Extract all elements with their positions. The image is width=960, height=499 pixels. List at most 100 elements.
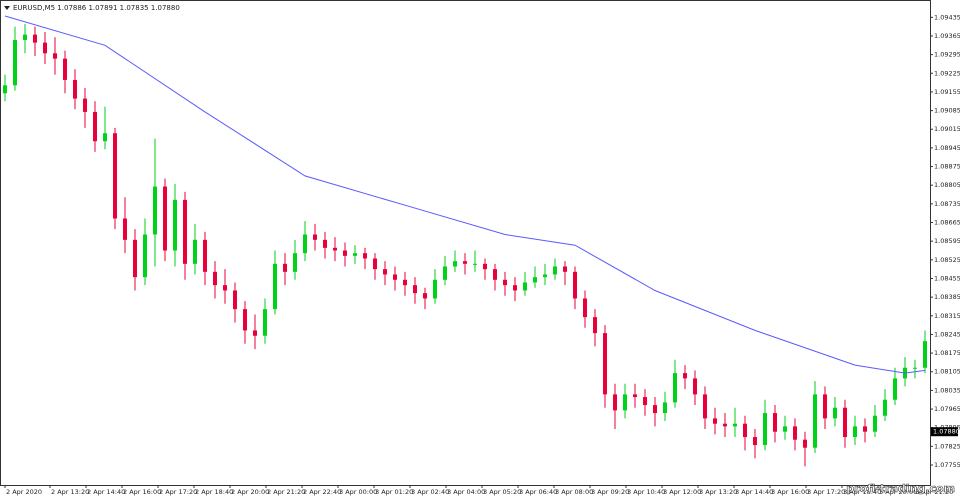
candle-body	[713, 418, 717, 424]
x-tick-label: 3 Apr 06:40	[519, 488, 557, 496]
x-tick-label: 3 Apr 13:20	[699, 488, 737, 496]
candle-body	[383, 269, 387, 275]
y-tick-label: 1.08875	[934, 163, 960, 171]
watermark: profi-trading.com	[846, 482, 955, 495]
candle-body	[483, 263, 487, 270]
candle-body	[173, 199, 177, 251]
candle-body	[63, 58, 67, 80]
x-tick-label: 2 Apr 18:40	[195, 488, 233, 496]
y-tick-label: 1.08595	[934, 237, 960, 245]
candle-body	[303, 234, 307, 254]
candle-body	[123, 218, 127, 240]
candle-body	[803, 439, 807, 448]
candle-body	[73, 79, 77, 99]
candle-body	[503, 279, 507, 286]
y-tick-label: 1.08945	[934, 144, 960, 152]
candle-body	[43, 42, 47, 54]
candle-body	[313, 234, 317, 240]
x-tick-label: 3 Apr 20:00	[879, 488, 917, 496]
candle-body	[403, 279, 407, 286]
candle-body	[853, 426, 857, 438]
candle-body	[603, 333, 607, 395]
y-tick-label: 1.08525	[934, 256, 960, 264]
x-tick-label: 3 Apr 18:40	[843, 488, 881, 496]
candle-body	[493, 269, 497, 280]
x-tick-label: 3 Apr 12:00	[663, 488, 701, 496]
candle-body	[473, 263, 477, 265]
candle-body	[763, 413, 767, 446]
candle-body	[273, 263, 277, 310]
x-tick-label: 3 Apr 14:40	[735, 488, 773, 496]
candle-body	[333, 247, 337, 251]
x-tick-label: 3 Apr 16:00	[771, 488, 809, 496]
y-tick-label: 1.09365	[934, 32, 960, 40]
candle-body	[893, 378, 897, 400]
y-tick-label: 1.08105	[934, 368, 960, 376]
y-tick-label: 1.08385	[934, 293, 960, 301]
y-tick-label: 1.07825	[934, 442, 960, 450]
y-tick-label: 1.09435	[934, 13, 960, 21]
y-tick-label: 1.08735	[934, 200, 960, 208]
candle-body	[723, 423, 727, 427]
candle-body	[833, 407, 837, 419]
candle-body	[923, 341, 927, 368]
candle-body	[753, 437, 757, 446]
candle-body	[913, 367, 917, 369]
x-tick-label: 3 Apr 17:20	[807, 488, 845, 496]
candle-body	[593, 317, 597, 334]
x-tick-label: 3 Apr 10:40	[627, 488, 665, 496]
candle-body	[673, 373, 677, 403]
candle-body	[633, 394, 637, 398]
candle-body	[733, 423, 737, 427]
candle-body	[233, 290, 237, 310]
candle-body	[253, 330, 257, 336]
candle-body	[883, 399, 887, 416]
x-tick-label: 3 Apr 08:00	[555, 488, 593, 496]
x-tick-label: 2 Apr 14:40	[87, 488, 125, 496]
candle-body	[193, 239, 197, 264]
candle-body	[533, 277, 537, 283]
candle-body	[323, 239, 327, 248]
candle-body	[143, 234, 147, 278]
dropdown-icon	[4, 6, 10, 10]
y-tick-label: 1.08455	[934, 274, 960, 282]
y-tick-label: 1.08175	[934, 349, 960, 357]
candle-body	[783, 426, 787, 432]
candle-body	[263, 309, 267, 336]
candle-body	[843, 407, 847, 438]
candle-body	[353, 253, 357, 256]
candle-body	[653, 405, 657, 414]
candle-body	[133, 239, 137, 278]
candle-body	[3, 85, 7, 94]
candle-body	[573, 271, 577, 299]
chart-title: EURUSD,M5 1.07886 1.07891 1.07835 1.0788…	[13, 4, 180, 12]
candle-body	[523, 282, 527, 291]
candle-body	[683, 373, 687, 379]
y-tick-label: 1.08315	[934, 312, 960, 320]
y-tick-label: 1.07755	[934, 461, 960, 469]
candle-body	[223, 285, 227, 291]
candle-body	[443, 266, 447, 280]
candle-body	[243, 309, 247, 331]
candle-body	[703, 394, 707, 419]
x-tick-label: 3 Apr 00:00	[339, 488, 377, 496]
x-tick-label: 2 Apr 21:20	[267, 488, 305, 496]
current-price-box	[931, 427, 958, 437]
candle-body	[93, 111, 97, 142]
candle-body	[463, 261, 467, 264]
y-tick-label: 1.08805	[934, 181, 960, 189]
x-tick-label: 3 Apr 04:00	[447, 488, 485, 496]
candle-body	[83, 98, 87, 112]
candle-body	[553, 266, 557, 275]
y-tick-label: 1.08035	[934, 386, 960, 394]
x-tick-label: 2 Apr 17:20	[159, 488, 197, 496]
candle-body	[793, 426, 797, 440]
candle-body	[743, 423, 747, 438]
y-tick-label: 1.09295	[934, 51, 960, 59]
candle-body	[283, 263, 287, 272]
x-tick-label: 2 Apr 2020	[6, 488, 42, 496]
candle-body	[623, 394, 627, 411]
y-tick-label: 1.09225	[934, 69, 960, 77]
x-tick-label: 3 Apr 01:20	[375, 488, 413, 496]
